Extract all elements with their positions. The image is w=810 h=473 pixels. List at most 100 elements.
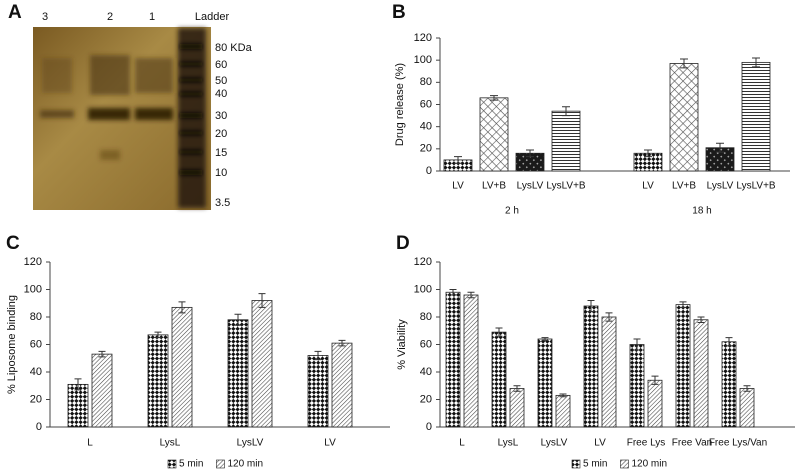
error-bar — [679, 301, 687, 308]
x-tick-label: LV — [452, 181, 464, 192]
error-bar — [154, 331, 162, 339]
x-tick-label: LysL — [160, 438, 181, 449]
lane-label: 3 — [42, 11, 48, 23]
x-tick-label: LV+B — [672, 181, 696, 192]
y-tick-label: 60 — [30, 338, 42, 350]
marker-label: 40 — [215, 88, 227, 100]
x-tick-label: LysLV — [707, 181, 734, 192]
error-bar — [74, 378, 82, 391]
error-bar — [526, 149, 534, 158]
error-bar — [495, 327, 503, 337]
x-tick-label: Free Lys — [627, 438, 666, 449]
marker-label: 20 — [215, 128, 227, 140]
error-bar — [490, 95, 498, 101]
legend-label: 120 min — [227, 459, 263, 470]
y-tick-label: 100 — [414, 54, 432, 66]
legend-swatch — [571, 459, 581, 469]
y-tick-label: 80 — [420, 76, 432, 88]
lane-label: 2 — [107, 11, 113, 23]
y-tick-label: 60 — [420, 338, 432, 350]
panel-label: A — [8, 2, 22, 23]
error-bar — [725, 337, 733, 347]
error-bar — [651, 375, 659, 385]
y-tick-label: 40 — [420, 121, 432, 133]
error-bar — [633, 338, 641, 351]
error-bar — [716, 142, 724, 153]
x-tick-label: LysLV — [517, 181, 544, 192]
bar — [147, 334, 169, 428]
marker-label: 80 KDa — [215, 42, 253, 54]
bar — [741, 61, 771, 172]
y-tick-label: 0 — [426, 165, 432, 177]
legend-label: 120 min — [631, 459, 667, 470]
error-bar — [314, 350, 322, 361]
error-bar — [562, 106, 570, 117]
error-bar — [467, 291, 475, 299]
bar — [307, 355, 329, 428]
bar — [331, 342, 353, 428]
error-bar — [98, 350, 106, 358]
error-bar — [541, 337, 549, 341]
error-bar — [752, 57, 760, 68]
y-tick-label: 80 — [420, 311, 432, 323]
x-tick-label: LV — [594, 438, 606, 449]
x-tick-label: LysL — [498, 438, 519, 449]
y-tick-label: 20 — [420, 393, 432, 405]
y-tick-label: 120 — [24, 256, 42, 268]
error-bar — [234, 313, 242, 326]
bar — [463, 294, 479, 428]
bar — [555, 394, 571, 428]
error-bar — [605, 312, 613, 322]
bar — [491, 331, 507, 428]
legend-label: 5 min — [179, 459, 203, 470]
error-bar — [454, 156, 462, 164]
x-tick-label: L — [87, 438, 93, 449]
marker-label: 10 — [215, 167, 227, 179]
legend-swatch — [216, 459, 225, 469]
bar — [251, 300, 273, 428]
error-bar — [513, 385, 521, 392]
x-tick-label: LysLV+B — [736, 181, 776, 192]
bar — [509, 388, 525, 428]
y-tick-label: 40 — [30, 366, 42, 378]
error-bar — [559, 393, 567, 398]
y-tick-label: 100 — [24, 283, 42, 295]
bar — [721, 341, 737, 428]
y-tick-label: 120 — [414, 32, 432, 44]
x-tick-label: LV — [642, 181, 654, 192]
panel-label: D — [396, 233, 410, 254]
error-bar — [680, 58, 688, 69]
error-bar — [587, 300, 595, 312]
bar — [693, 319, 709, 428]
x-tick-label: LV+B — [482, 181, 506, 192]
y-tick-label: 100 — [414, 283, 432, 295]
y-axis-label: % Viability — [396, 319, 408, 370]
x-tick-label: LysLV — [237, 438, 264, 449]
x-tick-label: Free Van — [672, 438, 712, 449]
bar — [551, 110, 581, 172]
y-tick-label: 0 — [426, 421, 432, 433]
y-axis-label: Drug release (%) — [394, 63, 406, 146]
x-tick-label: LV — [324, 438, 336, 449]
y-tick-label: 60 — [420, 98, 432, 110]
error-bar — [449, 289, 457, 296]
y-tick-label: 20 — [420, 143, 432, 155]
bar — [739, 388, 755, 428]
error-bar — [338, 339, 346, 347]
bar — [675, 304, 691, 428]
error-bar — [644, 149, 652, 158]
legend-swatch — [620, 459, 629, 469]
y-tick-label: 40 — [420, 366, 432, 378]
bar — [227, 319, 249, 428]
error-bar — [258, 293, 266, 308]
error-bar — [743, 385, 751, 392]
marker-label: 15 — [215, 147, 227, 159]
panel-label: B — [392, 2, 406, 23]
bar — [445, 291, 461, 428]
y-tick-label: 20 — [30, 393, 42, 405]
y-tick-label: 80 — [30, 311, 42, 323]
bar — [537, 338, 553, 428]
legend-label: 5 min — [583, 459, 607, 470]
error-bar — [697, 316, 705, 323]
